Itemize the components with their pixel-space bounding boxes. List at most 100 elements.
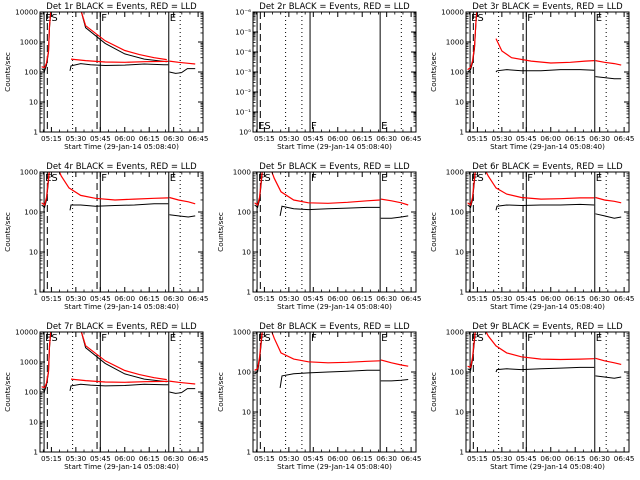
y-tick-label: 1000 [20,358,39,367]
x-tick-label: 06:15 [565,134,586,143]
x-tick-label: 05:30 [66,294,87,303]
x-tick-label: 06:00 [327,454,348,463]
y-tick-label: 100 [450,368,464,377]
events-series-line [495,203,595,211]
y-tick-label: 10⁻³ [235,68,251,77]
panel-series-group [41,172,196,218]
x-tick-label: 05:30 [492,454,513,463]
time-marker-label: E [170,333,176,344]
events-series-line [380,379,409,382]
panel-series-group [467,12,622,80]
panel-series-group [41,12,196,74]
lld-series-line [70,58,169,63]
events-series-line [595,375,622,379]
x-tick-label: 05:45 [90,454,111,463]
events-series-line [279,369,380,388]
y-tick-label: 1 [246,448,251,457]
time-marker-label: F [527,333,533,344]
panel-series-group [467,172,622,219]
time-marker-label: E [596,13,602,24]
panel-title: Det 9r BLACK = Events, RED = LLD [472,322,623,332]
x-tick-label: 05:15 [254,454,275,463]
x-tick-label: 05:45 [303,294,324,303]
plot-frame [252,11,417,133]
panel-title: Det 8r BLACK = Events, RED = LLD [259,322,410,332]
x-tick-label: 06:45 [614,454,635,463]
y-tick-label: 100 [450,208,464,217]
plot-frame [465,11,630,133]
x-tick-label: 05:15 [467,294,488,303]
y-tick-label: 1 [459,128,464,137]
y-tick-label: 10 [455,248,465,257]
x-tick-label: 05:45 [516,134,537,143]
events-series-line [69,383,169,391]
lld-series-line [380,198,409,206]
x-tick-label: 05:15 [254,134,275,143]
time-marker-label: E [596,173,602,184]
y-tick-label: 10 [455,98,465,107]
y-tick-label: 1000 [20,38,39,47]
time-marker-label: F [311,173,317,184]
y-tick-label: 1000 [446,38,465,47]
y-axis-label: Counts/sec [216,212,225,252]
lld-series-line [70,378,169,383]
lld-series-line [595,357,622,365]
lld-series-line [58,172,169,201]
x-tick-label: 05:45 [90,294,111,303]
y-tick-label: 1000 [20,168,39,177]
x-tick-label: 06:45 [188,134,209,143]
x-tick-label: 05:15 [254,294,275,303]
y-tick-label: 10000 [15,8,38,17]
y-tick-label: 10000 [441,8,464,17]
x-tick-label: 05:45 [516,294,537,303]
plot-frame [39,11,204,133]
plot-frame [465,331,630,453]
events-series-line [595,76,622,80]
x-tick-label: 05:45 [303,134,324,143]
x-tick-label: 06:00 [327,294,348,303]
time-marker-label: ES [258,333,271,344]
time-marker-label: E [596,333,602,344]
x-tick-label: 05:45 [516,454,537,463]
x-tick-label: 05:15 [41,454,62,463]
time-marker-label: E [381,173,387,184]
y-tick-label: 1 [33,288,38,297]
x-tick-label: 06:30 [163,134,184,143]
x-tick-label: 06:15 [352,134,373,143]
y-tick-label: 100 [24,208,38,217]
events-series-line [595,213,622,219]
x-tick-label: 06:30 [589,454,610,463]
lld-series-line [41,332,52,389]
lld-series-line [254,172,263,207]
lld-series-line [169,60,196,65]
x-tick-label: 06:30 [376,134,397,143]
time-marker-label: F [311,333,317,344]
lld-series-line [254,332,263,371]
y-tick-label: 1 [33,448,38,457]
lld-series-line [271,172,380,204]
y-tick-label: 10⁻⁴ [235,48,251,57]
x-axis-label: Start Time (29-Jan-14 05:08:40) [64,462,179,471]
time-marker-label: ES [258,121,271,132]
x-tick-label: 05:30 [66,134,87,143]
x-axis-label: Start Time (29-Jan-14 05:08:40) [490,302,605,311]
x-tick-label: 06:15 [139,294,160,303]
lld-series-line [467,12,478,71]
y-tick-label: 100 [24,388,38,397]
lld-series-line [271,332,380,364]
x-tick-label: 06:30 [376,454,397,463]
y-tick-label: 10⁻² [235,88,251,97]
lld-series-line [467,172,476,207]
time-marker-label: ES [258,173,271,184]
lld-series-line [595,196,622,204]
x-tick-label: 06:00 [114,454,135,463]
y-tick-label: 10 [29,418,39,427]
events-series-line [69,63,169,71]
lld-series-line [380,359,409,367]
x-tick-label: 06:45 [401,294,422,303]
y-tick-label: 100 [450,68,464,77]
x-tick-label: 05:15 [467,454,488,463]
x-axis-label: Start Time (29-Jan-14 05:08:40) [277,142,392,151]
time-marker-label: F [527,13,533,24]
